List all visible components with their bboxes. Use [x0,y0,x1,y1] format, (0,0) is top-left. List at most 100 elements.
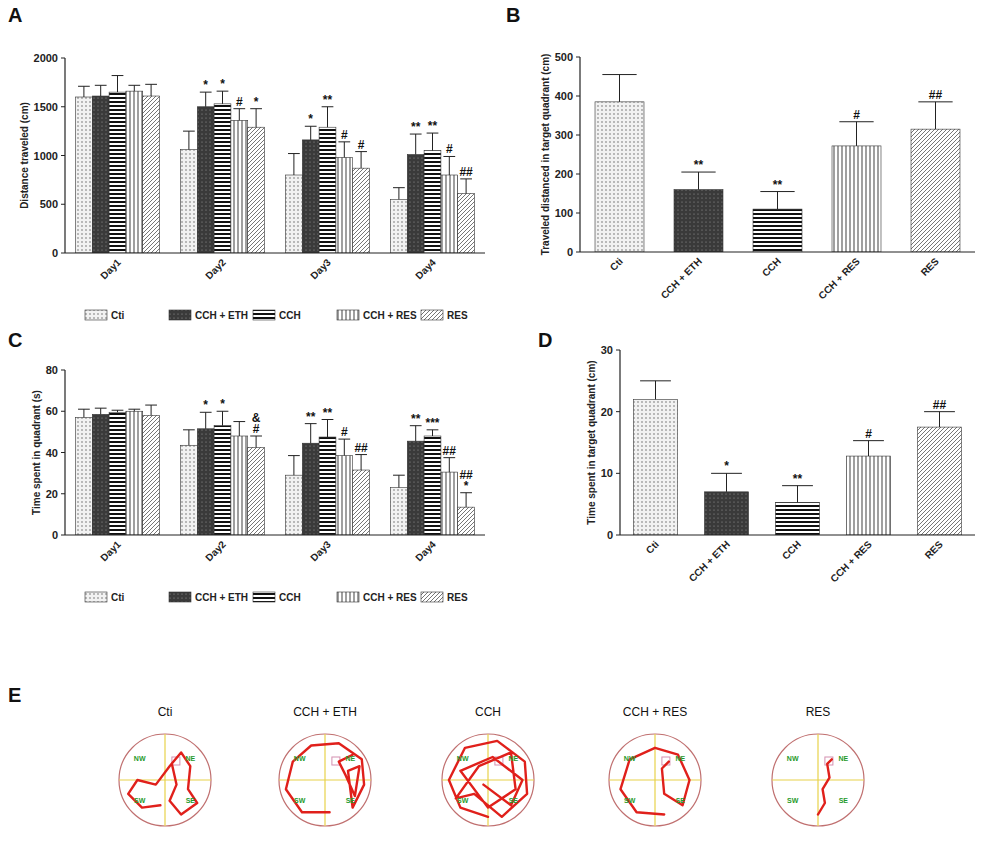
y-tick-label: 500 [40,198,58,210]
quadrant-label: NW [134,755,146,762]
significance: ## [443,444,457,458]
significance: * [203,78,208,92]
error-line [726,473,727,492]
bar [391,488,408,535]
bar [248,447,265,535]
significance: ** [793,472,803,486]
y-tick-label: 0 [607,529,613,541]
y-tick [61,58,65,59]
bar [214,426,231,535]
significance: * [308,112,313,126]
error-line [100,408,101,414]
error-line [293,154,294,175]
x-tick-label: Day4 [413,256,438,281]
y-tick-label: 0 [52,529,58,541]
quadrant-label: NE [185,755,195,762]
legend-swatch [337,592,359,602]
group-title: CCH + ETH [293,705,357,719]
panel-letter: D [538,329,552,351]
bar [248,127,265,253]
bar [911,129,960,252]
error-cap [233,421,245,422]
bar [92,414,109,535]
bar [109,92,126,253]
error-cap [78,409,90,410]
legend-label: RES [447,310,468,321]
legend-swatch [169,592,191,602]
trajectory [128,752,197,814]
error-bar [183,131,195,150]
error-line [398,188,399,200]
error-bar [288,456,300,476]
error-bar [410,426,422,441]
legend-swatch [253,592,275,602]
bar [458,194,475,253]
y-tick [576,96,580,97]
bar [353,470,370,535]
error-line [868,441,869,456]
significance: # [446,142,453,156]
y-tick [61,204,65,205]
quadrant-label: SE [346,797,356,804]
quadrant-label: NE [838,755,848,762]
panel: *********###*###0500100015002000Distance… [19,52,485,321]
y-axis-title: Time spent in quadrant (s) [31,390,42,515]
legend-label: CCH + ETH [195,310,248,321]
swim-path-panel: CCHNWNESWSE [442,705,534,826]
bar [775,502,819,535]
y-axis [579,57,580,252]
bar [917,427,961,535]
y-axis-title: Time spent in target quadrant (cm) [586,360,597,524]
error-line [134,85,135,91]
quadrant-label: SW [787,797,799,804]
significance: ## [929,88,943,102]
error-cap [112,75,124,76]
error-line [83,86,84,97]
error-bar [853,441,884,456]
y-tick [616,535,620,536]
bar [181,445,198,535]
y-tick [576,252,580,253]
error-line [222,91,223,104]
error-cap [288,455,300,456]
quadrant-label: NW [457,755,469,762]
legend-swatch [253,310,275,320]
y-tick [61,370,65,371]
significance: # [236,95,243,109]
quadrant-label: NW [624,755,636,762]
y-tick-label: 2000 [34,52,58,64]
significance: * [220,77,225,91]
x-axis [620,534,975,535]
error-line [398,475,399,487]
bar [109,412,126,535]
bar [214,104,231,253]
error-bar [355,152,367,169]
bar [846,456,890,535]
bar [353,168,370,253]
y-tick-label: 300 [555,129,573,141]
swim-path-panel: CCH + RESNWNESWSE [609,705,701,826]
significance: # [865,427,872,441]
y-tick [61,411,65,412]
error-bar [338,439,350,456]
bar [391,199,408,253]
y-tick-label: 1000 [34,150,58,162]
group-title: RES [806,705,831,719]
y-tick-label: 20 [46,488,58,500]
legend-swatch [169,310,191,320]
bar [336,456,353,535]
error-cap [95,408,107,409]
quadrant-label: SE [509,797,519,804]
error-bar [443,458,455,472]
y-tick [616,411,620,412]
legend-swatch [85,592,107,602]
error-bar [322,107,334,127]
bar [319,127,336,253]
error-bar [128,409,140,411]
bar [458,507,475,535]
trajectory [449,741,527,817]
significance: # [853,108,860,122]
significance: ** [323,93,333,107]
bar [286,475,303,535]
bar [424,436,441,535]
